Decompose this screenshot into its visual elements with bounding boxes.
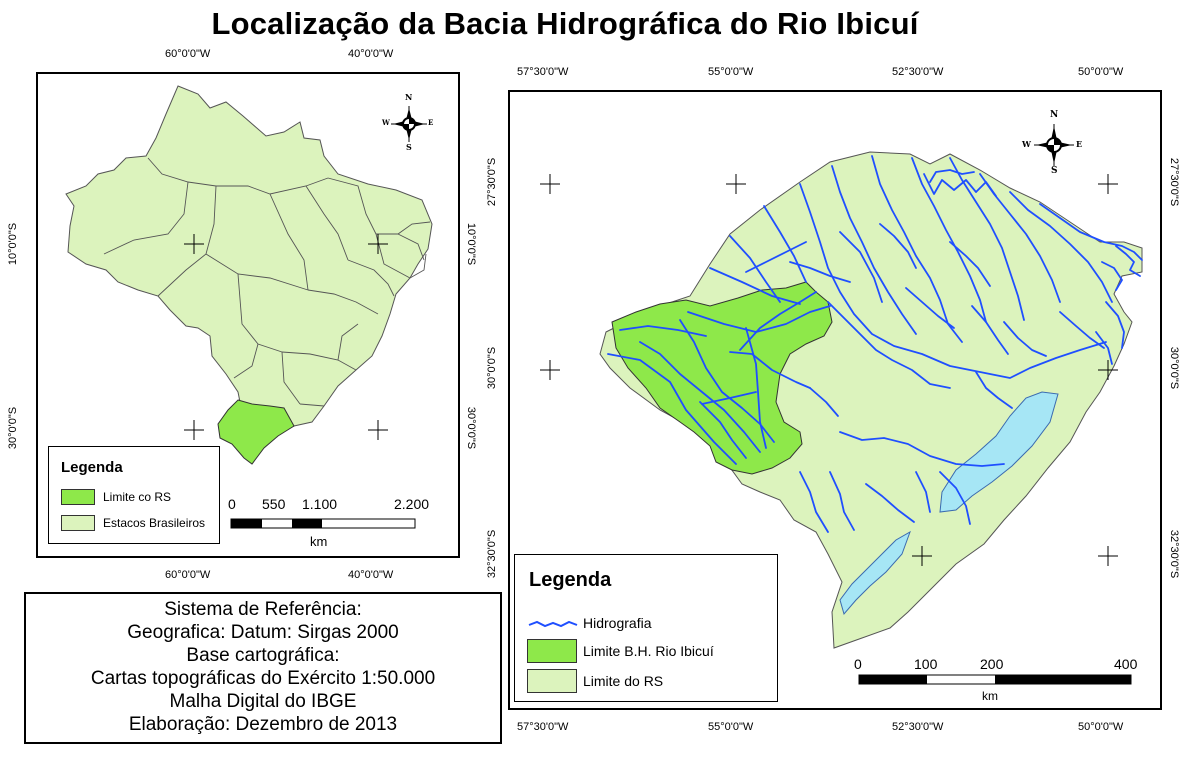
right-map-right-label-2: 30°0'0"S: [1168, 346, 1180, 390]
right-scale-bar: 0 100 200 400 km: [850, 656, 1140, 706]
scale-unit: km: [310, 534, 328, 549]
scale-tick-200: 200: [980, 656, 1004, 672]
rs-map: [540, 151, 1143, 649]
rio-grande-do-sul: [217, 399, 295, 465]
graticule-crosses-rs: [540, 174, 1118, 566]
scale-tick-400: 400: [1114, 656, 1138, 672]
east-label: E: [428, 118, 434, 127]
left-side-label-30s: 30°0'0"S: [7, 406, 19, 450]
right-top-label-1: 57°30'0"W: [517, 66, 569, 78]
right-legend: Legenda Hidrografia Limite B.H. Rio Ibic…: [514, 554, 778, 702]
left-top-label-40w: 40°0'0"W: [348, 48, 394, 60]
legend-swatch-states: [61, 515, 95, 531]
lagoa-dos-patos: [939, 391, 1059, 513]
hidrografia: [607, 155, 1143, 533]
ref-line-2: Geografica: Datum: Sirgas 2000: [127, 622, 399, 643]
legend-swatch-rs: [61, 489, 95, 505]
legend-river-line: [528, 620, 578, 628]
ref-line-3: Base cartográfica:: [186, 645, 340, 666]
left-legend: Legenda Limite co RS Estacos Brasileiros: [48, 446, 220, 544]
south-label: S: [1051, 166, 1058, 176]
legend-swatch-rs: [527, 669, 577, 693]
lagoa-mirim: [839, 530, 911, 616]
right-map-right-label-3: 32°30'0"S: [1168, 529, 1180, 579]
east-label: E: [1076, 139, 1083, 149]
scale-tick-0: 0: [228, 496, 236, 512]
brazil-map-frame: N S E W Legenda Limite co RS Estacos Bra…: [36, 72, 460, 558]
right-side-label-30s: 30°0'0"S: [465, 406, 477, 450]
map-title: Localização da Bacia Hidrográfica do Rio…: [211, 6, 919, 41]
rs-map-frame: N S E W Legenda Hidrografia Limite B.H. …: [508, 90, 1162, 710]
south-label: S: [406, 142, 412, 152]
brazil-states: [65, 85, 433, 445]
right-top-label-2: 55°0'0"W: [708, 66, 754, 78]
left-scale-bar: 0 550 1.100 2.200 km: [226, 496, 446, 552]
ref-line-5: Malha Digital do IBGE: [169, 691, 357, 712]
right-map-left-label-2: 30°0'0"S: [486, 346, 498, 390]
west-label: W: [382, 118, 390, 127]
right-bottom-label-2: 55°0'0"W: [708, 721, 754, 733]
left-bottom-label-40w: 40°0'0"W: [348, 569, 394, 581]
right-legend-title: Legenda: [529, 569, 612, 591]
right-bottom-label-4: 50°0'0"W: [1078, 721, 1124, 733]
legend-label-states: Estacos Brasileiros: [103, 516, 206, 530]
ref-line-1: Sistema de Referência:: [164, 599, 362, 620]
legend-swatch-basin: [527, 639, 577, 663]
right-bottom-label-1: 57°30'0"W: [517, 721, 569, 733]
legend-label-basin: Limite B.H. Rio Ibicuí: [583, 643, 714, 659]
right-bottom-label-3: 52°30'0"W: [892, 721, 944, 733]
left-bottom-label-60w: 60°0'0"W: [165, 569, 211, 581]
left-legend-title: Legenda: [61, 459, 123, 476]
compass-rose-icon: N S E W: [1022, 110, 1083, 176]
north-label: N: [405, 92, 413, 102]
right-side-label-10s: 10°0'0"S: [465, 222, 477, 266]
scale-tick-2200: 2.200: [394, 496, 430, 512]
ref-line-4: Cartas topográficas do Exército 1:50.000: [90, 668, 436, 689]
legend-label-hidrografia: Hidrografia: [583, 615, 652, 631]
right-map-left-label-1: 27°30'0"S: [486, 157, 498, 207]
legend-label-rs: Limite co RS: [103, 490, 172, 504]
legend-label-rs: Limite do RS: [583, 673, 664, 689]
scale-tick-0: 0: [854, 656, 862, 672]
right-map-right-label-1: 27°30'0"S: [1168, 157, 1180, 207]
rs-state: [599, 151, 1143, 649]
scale-tick-100: 100: [914, 656, 938, 672]
ibicui-basin: [611, 281, 833, 475]
state-borders: [103, 157, 431, 407]
north-label: N: [1050, 110, 1059, 120]
scale-unit: km: [982, 689, 998, 703]
compass-rose-icon: N S E W: [382, 92, 434, 152]
left-top-label-60w: 60°0'0"W: [165, 48, 211, 60]
ref-line-6: Elaboração: Dezembro de 2013: [128, 714, 398, 735]
right-top-label-4: 50°0'0"W: [1078, 66, 1124, 78]
graticule-crosses: [184, 234, 388, 440]
scale-tick-1100: 1.100: [302, 496, 338, 512]
brazil-map: [65, 85, 433, 465]
reference-box: Sistema de Referência: Geografica: Datum…: [24, 592, 502, 744]
west-label: W: [1022, 139, 1031, 149]
right-map-left-label-3: 32°30'0"S: [486, 529, 498, 579]
right-top-label-3: 52°30'0"W: [892, 66, 944, 78]
scale-tick-550: 550: [262, 496, 286, 512]
left-side-label-10s: 10°0'0"S: [7, 222, 19, 266]
